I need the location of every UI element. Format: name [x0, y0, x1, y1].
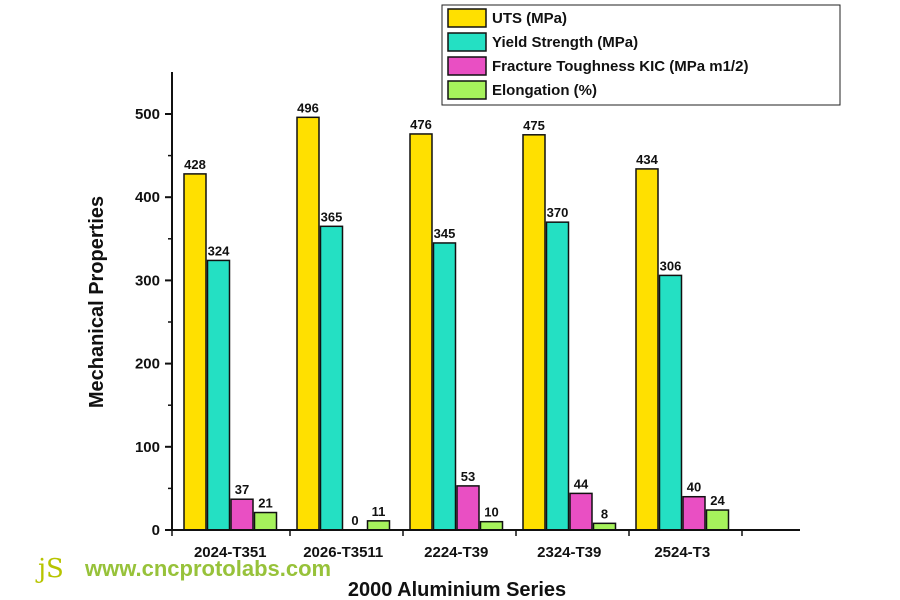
value-label: 345	[434, 226, 456, 241]
watermark-logo: jS	[35, 554, 64, 584]
bar	[366, 520, 391, 531]
value-labels: 428 324 37 21 496 365 0 11 476 345 53 10 475 370 44 8 43…	[184, 100, 725, 528]
legend-label: Elongation (%)	[492, 82, 597, 99]
value-label: 475	[523, 118, 545, 133]
value-label: 476	[410, 117, 432, 132]
x-axis-title: 2000 Aluminium Series	[348, 579, 566, 600]
bar	[253, 511, 278, 531]
bar	[635, 168, 659, 531]
bar	[432, 242, 457, 531]
y-axis-title: Mechanical Properties	[86, 196, 108, 408]
value-label: 11	[372, 504, 386, 519]
legend: UTS (MPa) Yield Strength (MPa) Fracture To…	[441, 4, 841, 106]
value-label: 40	[687, 480, 701, 495]
bar	[230, 498, 254, 531]
value-label: 370	[547, 205, 569, 220]
x-tick-label: 2026-T3511	[303, 544, 383, 561]
bar	[705, 509, 730, 531]
bar	[206, 259, 231, 531]
x-tick-label: 2224-T39	[424, 544, 488, 561]
value-label: 24	[710, 493, 725, 508]
y-tick-label: 100	[135, 439, 160, 456]
x-tick-label: 2024-T351	[194, 544, 267, 561]
bars	[183, 116, 730, 531]
legend-box	[441, 4, 841, 106]
legend-swatch	[447, 80, 487, 100]
value-label: 8	[601, 506, 608, 521]
legend-swatch	[447, 8, 487, 28]
bar	[658, 274, 683, 531]
y-tick-label: 500	[135, 106, 160, 123]
value-label: 0	[351, 513, 358, 528]
bar	[545, 221, 570, 531]
y-tick-label: 300	[135, 272, 160, 289]
bar	[183, 173, 207, 531]
value-label: 21	[258, 496, 272, 511]
bar	[479, 520, 504, 531]
value-label: 37	[235, 482, 249, 497]
y-tick-label: 400	[135, 189, 160, 206]
y-tick-label: 0	[152, 522, 160, 539]
y-ticks: 0 100 200 300 400 500	[135, 106, 172, 539]
axes	[171, 72, 800, 531]
value-label: 306	[660, 258, 682, 273]
bar	[682, 495, 706, 531]
bar	[569, 492, 593, 531]
value-label: 496	[297, 100, 319, 115]
y-tick-label: 200	[135, 356, 160, 373]
value-label: 324	[208, 243, 230, 258]
bar	[456, 485, 480, 531]
value-label: 53	[461, 469, 475, 484]
legend-label: Fracture Toughness KIC (MPa m1/2)	[492, 58, 748, 75]
legend-label: UTS (MPa)	[492, 10, 567, 27]
bar	[409, 133, 433, 531]
value-label: 365	[321, 209, 343, 224]
legend-swatch	[447, 32, 487, 52]
value-label: 428	[184, 157, 206, 172]
x-tick-label: 2524-T3	[654, 544, 710, 561]
x-tick-label: 2324-T39	[537, 544, 601, 561]
bar	[522, 134, 546, 531]
bar	[296, 116, 320, 531]
watermark-url: www.cncprotolabs.com	[84, 556, 331, 581]
x-ticks: 2024-T351 2026-T3511 2224-T39 2324-T39 2524-…	[171, 530, 743, 561]
legend-swatch	[447, 56, 487, 76]
value-label: 434	[636, 152, 658, 167]
bar	[319, 225, 344, 531]
watermark: jS www.cncprotolabs.com	[35, 554, 331, 584]
value-label: 10	[484, 505, 498, 520]
legend-label: Yield Strength (MPa)	[492, 34, 638, 51]
value-label: 44	[574, 476, 589, 491]
